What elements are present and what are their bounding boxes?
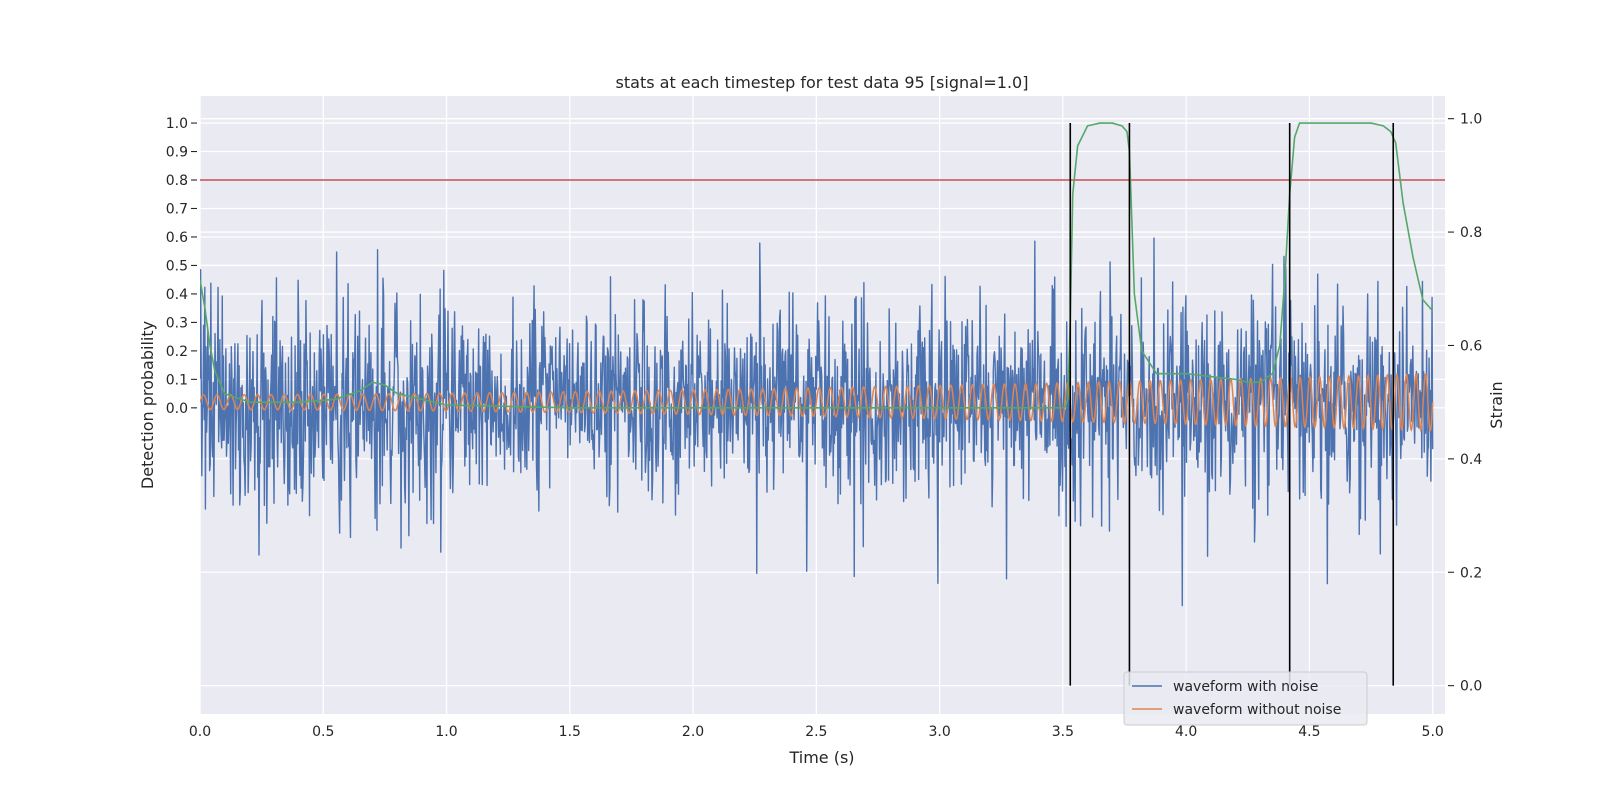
x-tick-label: 1.5 [559,724,581,740]
left-y-tick-label: 0.2 [166,344,188,360]
right-y-tick-label: 0.8 [1460,225,1482,241]
left-y-tick-label: 0.5 [166,258,188,274]
right-y-axis-label: Strain [1487,381,1506,428]
left-y-tick-label: 0.7 [166,201,188,217]
left-y-tick-label: 0.8 [166,173,188,189]
x-tick-label: 0.0 [189,724,211,740]
left-y-tick-label: 0.4 [166,287,188,303]
x-tick-label: 4.5 [1298,724,1320,740]
legend-box [1123,671,1368,726]
left-y-axis-label: Detection probability [138,321,157,489]
left-y-tick-label: 0.0 [166,401,188,417]
x-tick-label: 2.0 [682,724,704,740]
right-y-tick-label: 0.6 [1460,338,1482,354]
left-y-tick-label: 0.6 [166,230,188,246]
right-y-tick-label: 0.0 [1460,679,1482,695]
x-axis-label: Time (s) [788,748,854,767]
x-tick-label: 3.5 [1052,724,1074,740]
series-layer [200,122,1445,686]
left-y-tick-label: 0.9 [166,145,188,161]
chart-title: stats at each timestep for test data 95 … [616,73,1029,92]
x-tick-label: 0.5 [312,724,334,740]
x-tick-label: 4.0 [1175,724,1197,740]
right-y-tick-label: 1.0 [1460,112,1482,128]
series-waveform-without-noise [200,372,1434,433]
legend-label-noise: waveform with noise [1173,679,1318,695]
right-y-axis-ticks: 0.0 0.2 0.4 0.6 0.8 1.0 [1448,112,1482,695]
x-tick-label: 2.5 [805,724,827,740]
series-detection-probability [200,122,1434,409]
right-y-tick-label: 0.4 [1460,452,1482,468]
x-tick-label: 3.0 [928,724,950,740]
legend-label-clean: waveform without noise [1173,702,1341,718]
left-y-tick-label: 0.3 [166,315,188,331]
series-waveform-with-noise [200,237,1434,607]
left-y-tick-label: 1.0 [166,116,188,132]
x-tick-label: 1.0 [435,724,457,740]
legend: waveform with noise waveform without noi… [1123,671,1368,726]
right-y-tick-label: 0.2 [1460,565,1482,581]
left-y-tick-label: 0.1 [166,372,188,388]
left-y-axis-ticks: 0.0 0.1 0.2 0.3 0.4 0.5 0.6 0.7 0.8 0.9 1.0 [166,116,197,417]
x-axis-ticks: 0.0 0.5 1.0 1.5 2.0 2.5 3.0 3.5 4.0 4.5 5.0 [189,724,1444,740]
x-tick-label: 5.0 [1422,724,1444,740]
